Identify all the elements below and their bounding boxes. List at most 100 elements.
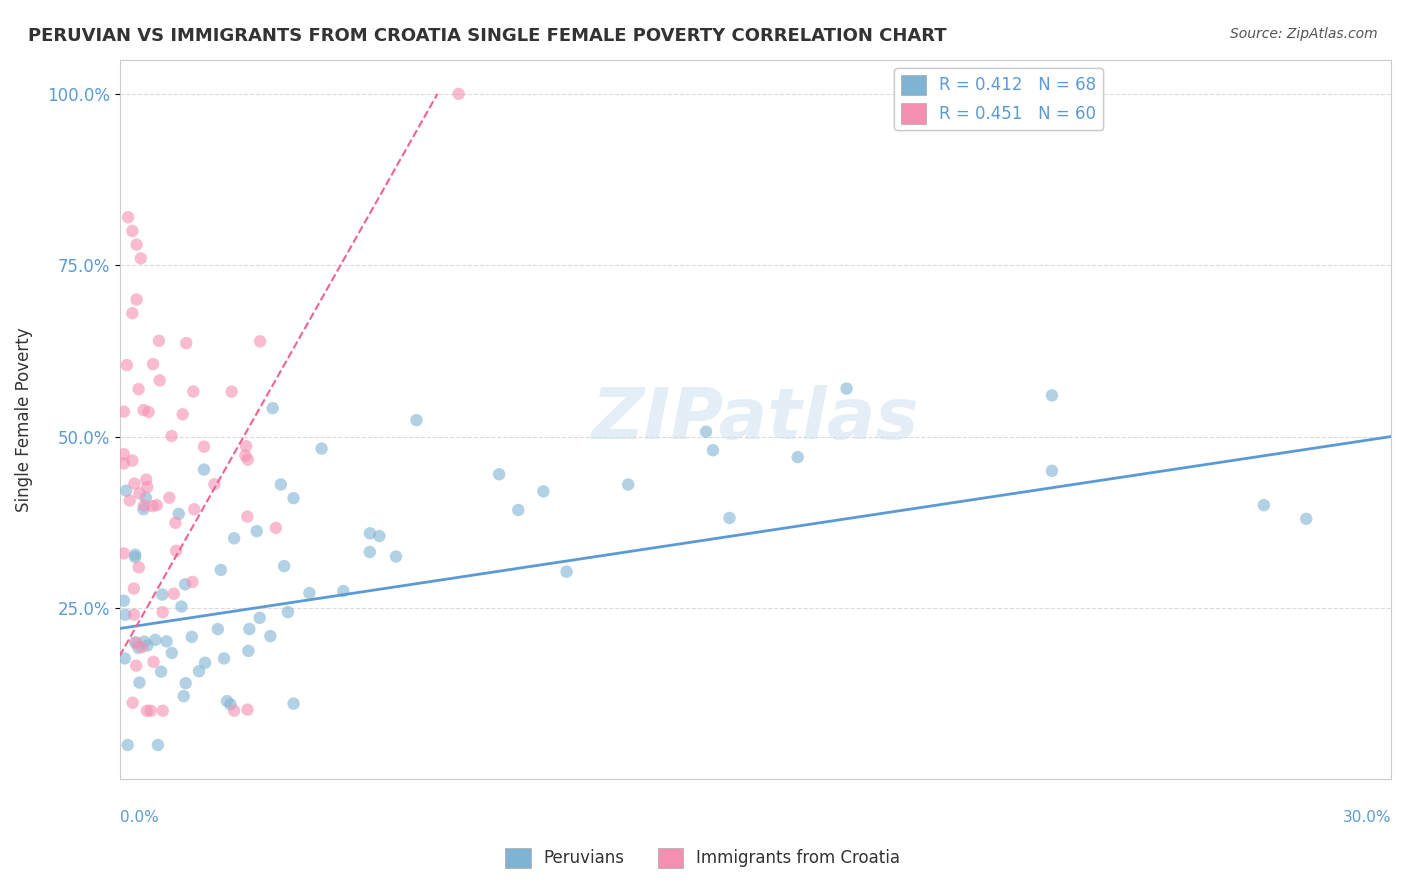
Point [121,453,143,467]
Point [115,483,138,498]
Point [219,698,242,712]
Point [222,704,245,718]
Point [124,476,146,491]
Point [174,577,197,591]
Point [121,696,143,710]
Point [139,704,162,718]
Point [163,587,186,601]
Point [146,498,169,512]
Point [124,548,146,562]
Point [236,452,259,467]
Point [132,403,155,417]
Point [128,382,150,396]
Point [1295,512,1317,526]
Point [249,611,271,625]
Point [150,665,173,679]
Point [1253,498,1275,512]
Point [167,507,190,521]
Point [128,675,150,690]
Point [332,584,354,599]
Point [112,546,135,560]
Point [1040,464,1063,478]
Point [160,646,183,660]
Point [188,665,211,679]
Point [112,593,135,607]
Point [115,358,138,372]
Point [170,599,193,614]
Point [125,635,148,649]
Point [122,607,145,622]
Point [128,486,150,500]
Y-axis label: Single Female Poverty: Single Female Poverty [15,327,32,512]
Point [249,334,271,349]
Point [121,224,143,238]
Point [246,524,269,538]
Point [202,477,225,491]
Point [298,586,321,600]
Point [277,605,299,619]
Point [270,477,292,491]
Point [447,87,470,101]
Point [311,442,333,456]
Point [215,694,238,708]
Point [172,407,194,421]
Point [555,565,578,579]
Point [131,640,153,654]
Point [180,630,202,644]
Point [150,588,173,602]
Point [259,629,281,643]
Point [385,549,408,564]
Point [165,544,187,558]
Text: ZIPatlas: ZIPatlas [592,385,920,454]
Point [157,491,180,505]
Point [152,704,174,718]
Point [194,656,217,670]
Point [262,401,284,416]
Point [138,405,160,419]
Point [508,503,530,517]
Point [695,425,717,439]
Legend: Peruvians, Immigrants from Croatia: Peruvians, Immigrants from Croatia [499,841,907,875]
Point [117,211,139,225]
Point [718,511,741,525]
Point [148,334,170,348]
Point [193,462,215,476]
Point [125,237,148,252]
Point [165,516,187,530]
Point [238,622,260,636]
Point [122,582,145,596]
Point [127,640,149,655]
Point [238,644,260,658]
Point [235,439,257,453]
Point [183,502,205,516]
Point [236,509,259,524]
Point [212,651,235,665]
Point [264,521,287,535]
Point [359,545,381,559]
Point [129,252,152,266]
Point [174,676,197,690]
Point [135,704,157,718]
Point [488,467,510,482]
Point [152,605,174,619]
Point [112,404,135,418]
Text: 30.0%: 30.0% [1343,811,1391,825]
Point [617,477,640,491]
Point [236,703,259,717]
Point [117,738,139,752]
Point [128,560,150,574]
Point [224,531,246,545]
Point [134,499,156,513]
Point [283,697,305,711]
Point [134,634,156,648]
Point [786,450,808,464]
Point [135,473,157,487]
Point [193,440,215,454]
Point [142,499,165,513]
Point [1040,388,1063,402]
Point [146,738,169,752]
Point [125,658,148,673]
Point [283,491,305,505]
Legend: R = 0.412   N = 68, R = 0.451   N = 60: R = 0.412 N = 68, R = 0.451 N = 60 [894,68,1102,130]
Point [143,632,166,647]
